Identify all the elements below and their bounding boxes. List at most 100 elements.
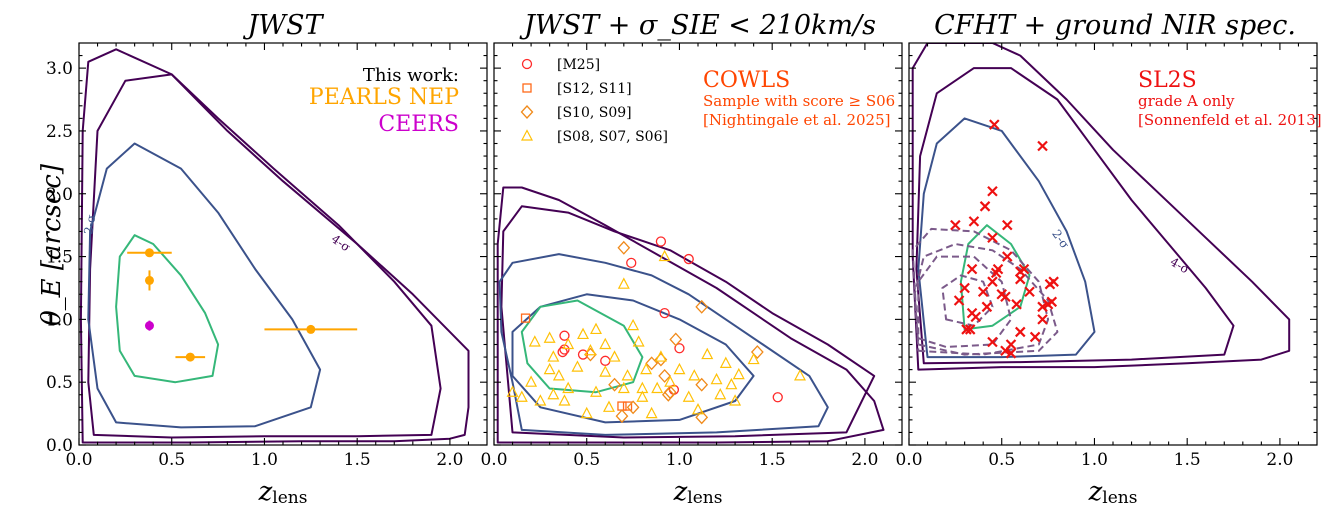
legend-marker-diamond [520,105,534,119]
series-sl2s [950,119,1059,359]
data-point [1000,291,1011,303]
x-tick-label: 2.0 [436,450,463,470]
legend-marker-square [522,83,532,93]
annotation-sl2s: SL2S [1138,68,1197,93]
data-point [627,318,640,331]
data-point [617,401,627,411]
data-point [525,375,538,387]
data-point [571,360,584,372]
data-point [558,394,571,406]
data-point [664,375,677,387]
data-point [617,277,630,289]
data-point [695,410,709,425]
data-point [543,331,556,343]
y-tick-label: 1.0 [46,310,73,330]
data-point [968,216,980,227]
contour-4 [115,234,220,384]
data-point [306,324,316,334]
x-tick-label: 2.0 [1266,450,1293,470]
contour-4 [959,224,1031,331]
panel-cfht: CFHT + ground NIR spec. 2-σ 4-σ 0.0 0.5 1.0 1… [895,10,1318,508]
data-point [710,372,723,385]
data-point [747,352,760,365]
annotation-this-work: This work: [363,65,459,86]
data-point [626,257,637,268]
data-point [144,248,154,258]
data-point [992,263,1004,275]
data-point [1048,276,1059,287]
annotations-left: This work: PEARLS NEP CEERS [309,65,459,137]
data-point [590,322,602,335]
data-point [1014,273,1026,285]
data-point [669,332,683,347]
legend-label-s08-s07-s06: [S08, S07, S06] [557,129,668,145]
y-tick-label: 2.0 [46,185,73,205]
data-point [632,335,645,347]
y-tick-label: 0.5 [46,373,73,393]
data-point [1029,331,1041,343]
data-point [695,299,709,314]
annotation-cowls: COWLS [703,68,790,93]
data-point [959,282,970,294]
data-point [599,337,612,350]
contour-2 [915,67,1235,365]
data-point [621,369,634,381]
data-point [617,240,631,255]
series-pearls-nep [127,248,358,362]
data-point [651,381,664,394]
data-point [615,409,629,424]
data-point [750,345,764,359]
data-point [989,119,1000,130]
data-point [547,350,560,362]
data-point [552,369,565,381]
data-point [970,311,982,323]
data-point [626,400,640,415]
series-ceers [144,320,154,331]
data-point [1014,326,1026,338]
data-point [640,362,653,375]
data-point [590,385,602,397]
data-point [608,350,621,362]
data-point [599,365,612,377]
data-point [1037,314,1048,325]
data-point [979,201,991,212]
data-point [577,327,590,340]
data-point [534,394,547,406]
data-point [688,369,701,381]
panel-title-jwst: JWST [242,10,324,41]
data-point [144,275,154,285]
legend-marker-triangle [521,129,533,141]
data-point [622,401,633,411]
data-point [608,377,621,392]
x-tick-label: 0.0 [895,450,922,470]
data-point [981,301,993,313]
data-point [636,381,649,394]
data-point [772,392,783,403]
data-point [1011,299,1022,310]
x-axis-label: zlens [258,477,308,508]
data-point [987,185,998,197]
data-point [701,347,714,360]
contour-label-4sigma: 4-σ [1168,255,1192,277]
data-point [562,381,575,394]
data-point [617,381,630,394]
y-tick-label: 0.0 [46,436,73,456]
contour-5 [913,243,1059,356]
data-point [543,362,556,375]
data-point [506,385,519,397]
series-m25 [557,236,783,403]
series-s10-s09 [584,240,764,425]
contour-2 [500,205,876,439]
annotation-ceers: CEERS [378,112,459,137]
x-tick-label: 1.5 [344,450,371,470]
data-point [673,362,686,375]
contour-1 [911,43,1291,371]
annotations-right: SL2S grade A only [Sonnenfeld et al. 201… [1138,68,1322,129]
data-point [674,343,685,354]
y-axis-label: θ_E [arcsec] [37,163,67,326]
data-point [977,286,989,298]
data-point [520,313,531,323]
data-point [144,321,154,331]
data-point [185,352,195,362]
